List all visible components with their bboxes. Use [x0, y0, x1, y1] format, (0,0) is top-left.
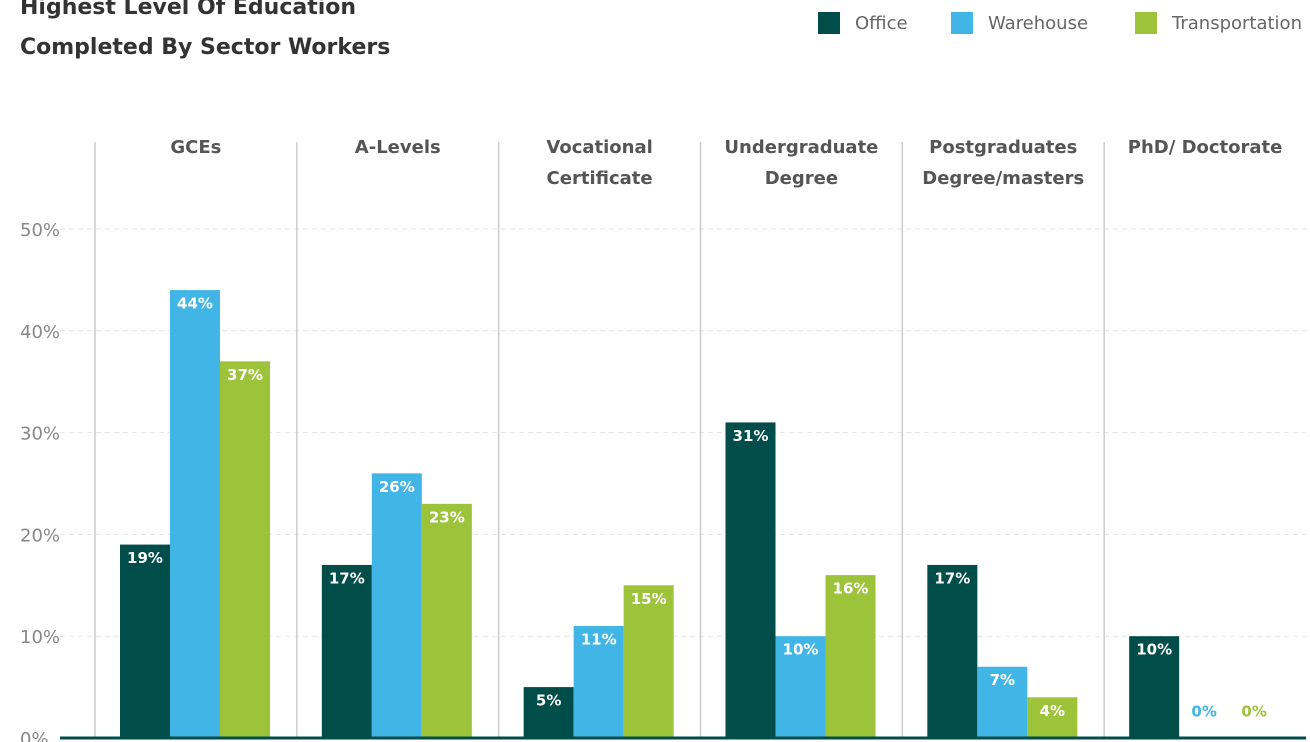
legend-swatch — [951, 12, 973, 34]
bar — [825, 575, 876, 738]
bar — [623, 585, 674, 738]
title-line: Highest Level Of Education — [20, 0, 357, 20]
bar — [1129, 636, 1180, 738]
title-line: Completed By Sector Workers — [20, 35, 391, 60]
value-label: 5% — [536, 692, 561, 710]
y-tick-label: 0% — [20, 729, 49, 742]
x-tick-label: PhD/ Doctorate — [1127, 137, 1283, 158]
value-label: 7% — [990, 671, 1015, 689]
legend-swatch — [818, 12, 840, 34]
y-tick-label: 10% — [20, 627, 60, 648]
legend-label: Transportation — [1171, 13, 1302, 34]
bar — [523, 687, 574, 738]
value-label: 15% — [631, 590, 667, 608]
legend-label: Warehouse — [988, 13, 1088, 34]
bar — [321, 564, 372, 738]
bar — [421, 503, 472, 738]
x-tick-label: Undergraduate Degree — [724, 137, 879, 189]
x-tick-label: A-Levels — [354, 137, 441, 158]
value-label: 17% — [934, 569, 970, 587]
bar — [775, 636, 826, 738]
value-label: 26% — [379, 478, 415, 496]
value-label: 11% — [581, 631, 617, 649]
bar — [725, 422, 776, 738]
bar — [371, 473, 422, 738]
y-tick-label: 30% — [20, 424, 60, 445]
value-label: 31% — [733, 427, 769, 445]
value-label: 37% — [227, 366, 263, 384]
value-label: 19% — [127, 549, 163, 567]
legend-label: Office — [855, 13, 908, 34]
x-tick-label: Vocational Certificate — [546, 137, 653, 189]
bar — [120, 544, 170, 738]
value-label: 0% — [1241, 703, 1266, 721]
x-tick-label: Postgraduates Degree/masters — [922, 137, 1085, 189]
y-tick-label: 40% — [20, 322, 60, 343]
value-label: 10% — [783, 641, 819, 659]
y-tick-label: 20% — [20, 525, 60, 546]
value-label: 16% — [833, 580, 869, 598]
bar — [927, 564, 978, 738]
chart-title: Highest Level Of Education Completed By … — [20, 0, 390, 68]
value-label: 4% — [1040, 702, 1065, 720]
value-label: 23% — [429, 508, 465, 526]
legend-swatch — [1135, 12, 1157, 34]
value-label: 17% — [329, 569, 365, 587]
value-label: 10% — [1136, 641, 1172, 659]
bar — [1027, 697, 1078, 738]
y-tick-label: 50% — [20, 220, 60, 241]
value-label: 0% — [1191, 703, 1216, 721]
bar — [573, 626, 624, 738]
x-tick-label: GCEs — [170, 137, 222, 158]
value-label: 44% — [177, 295, 213, 313]
bar — [170, 290, 220, 738]
bar — [220, 361, 270, 738]
bar — [977, 666, 1028, 738]
